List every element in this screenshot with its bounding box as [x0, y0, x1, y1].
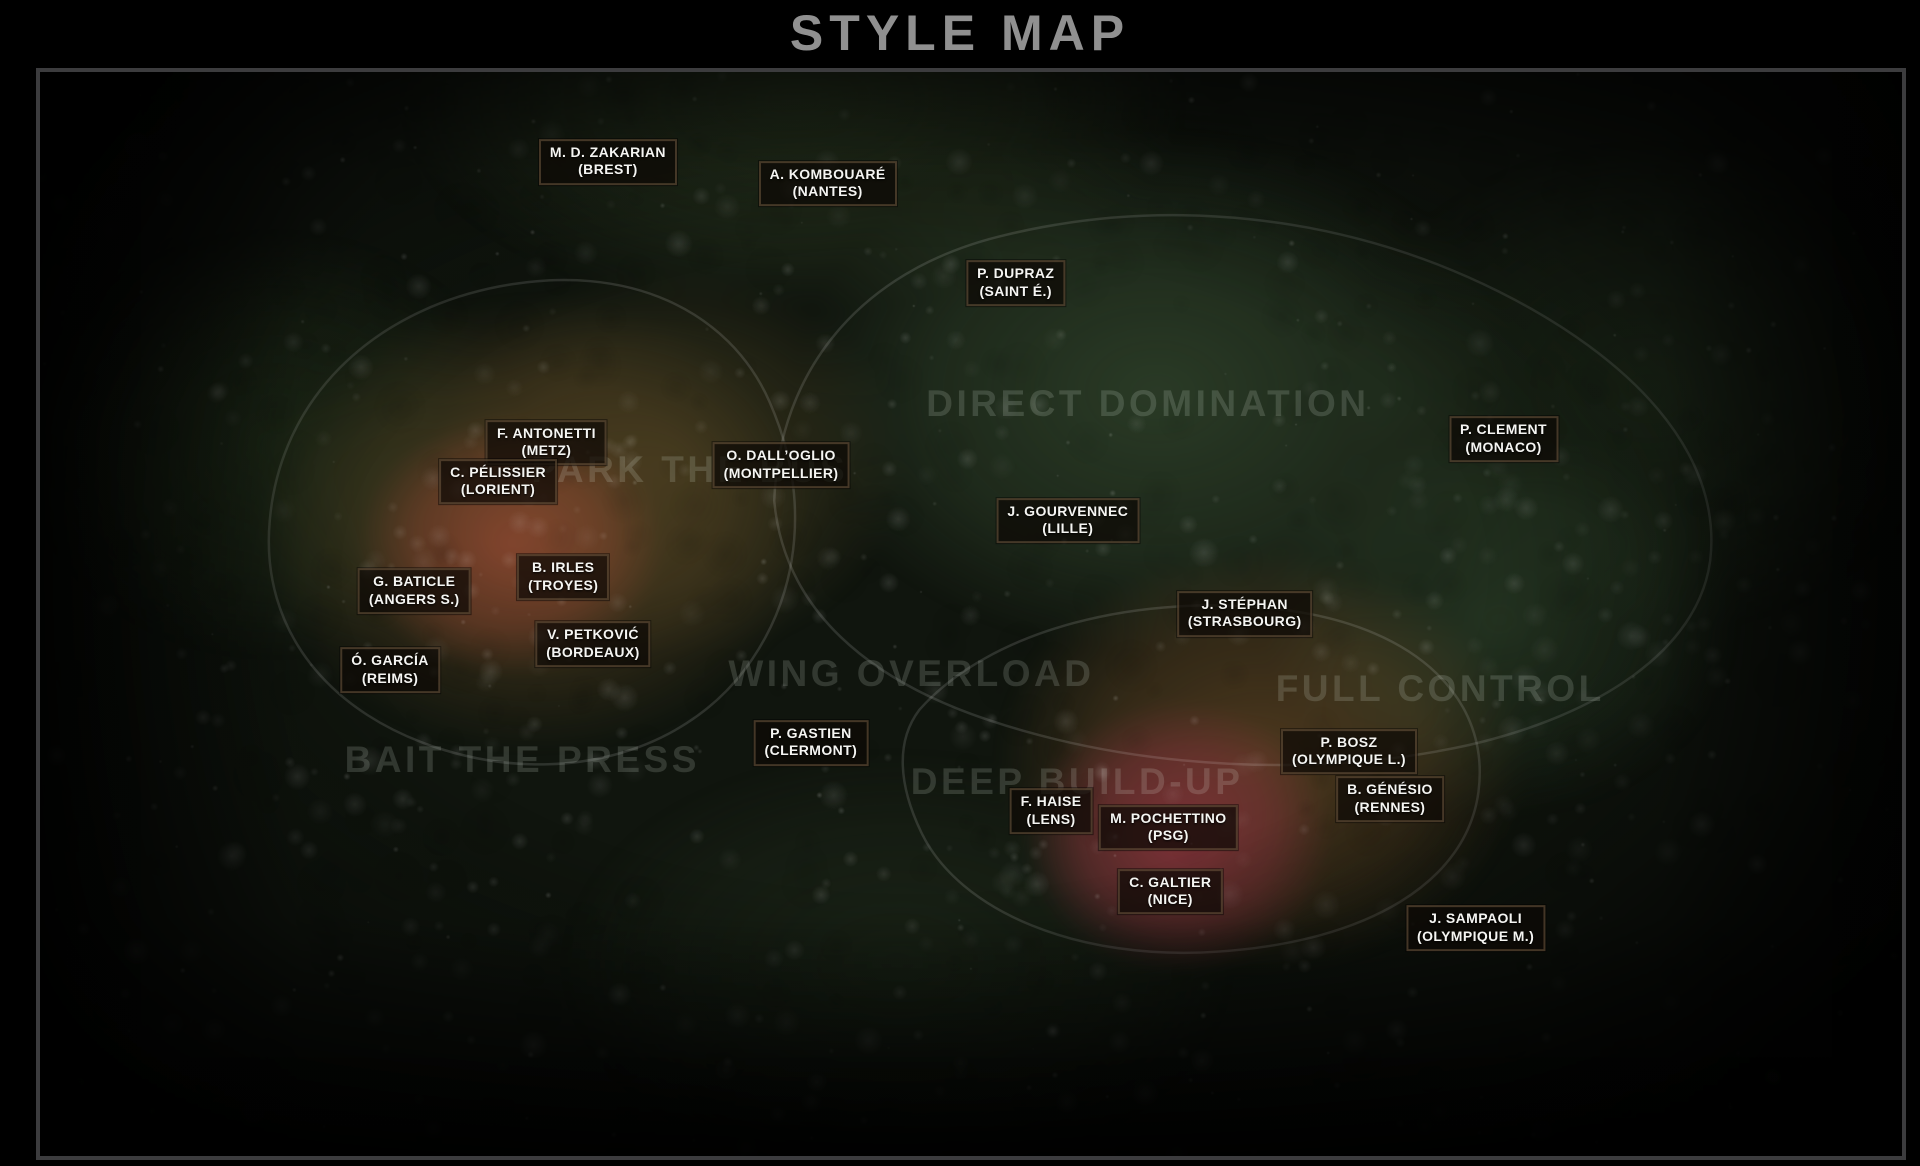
style-map-plot: DIRECT DOMINATION PARK THE BUS WING OVERLO…: [40, 72, 1902, 1156]
coach-label: P. GASTIEN (CLERMONT): [753, 720, 869, 766]
coach-name: C. GALTIER: [1129, 873, 1212, 890]
coach-label: C. GALTIER (NICE): [1118, 868, 1223, 915]
coach-name: J. STÉPHAN: [1201, 596, 1288, 613]
coach-name: P. DUPRAZ: [977, 265, 1055, 282]
region-label: DIRECT DOMINATION: [926, 382, 1370, 424]
coach-label: P. DUPRAZ (SAINT É.): [966, 260, 1066, 307]
coach-team: (BORDEAUX): [546, 643, 640, 660]
coach-name: J. SAMPAOLI: [1429, 910, 1522, 927]
coach-label: M. POCHETTINO (PSG): [1099, 804, 1238, 851]
coach-label: F. HAISE (LENS): [1009, 788, 1093, 835]
map-frame: DIRECT DOMINATION PARK THE BUS WING OVERLO…: [36, 68, 1906, 1160]
region-label: FULL CONTROL: [1275, 667, 1605, 709]
coach-label: B. IRLES (TROYES): [517, 554, 610, 600]
coach-name: B. IRLES: [532, 559, 595, 576]
coach-team: (OLYMPIQUE L.): [1291, 751, 1406, 768]
coach-team: (ANGERS S.): [368, 590, 460, 607]
coach-name: Ó. GARCÍA: [351, 652, 429, 669]
coach-team: (NANTES): [792, 183, 863, 200]
coach-name: G. BATICLE: [373, 573, 456, 590]
coach-team: (BREST): [578, 161, 638, 178]
coach-label: J. STÉPHAN (STRASBOURG): [1176, 591, 1313, 637]
coach-label: G. BATICLE (ANGERS S.): [357, 568, 471, 615]
coach-team: (PSG): [1147, 827, 1189, 844]
coach-name: J. GOURVENNEC: [1007, 502, 1129, 519]
coach-team: (METZ): [521, 442, 572, 459]
coach-label: B. GÉNÉSIO (RENNES): [1336, 776, 1444, 823]
coach-team: (MONTPELLIER): [723, 464, 839, 481]
coach-name: M. POCHETTINO: [1110, 809, 1227, 826]
coach-label: V. PETKOVIĆ (BORDEAUX): [535, 621, 651, 668]
coach-label: J. SAMPAOLI (OLYMPIQUE M.): [1406, 905, 1546, 952]
coach-label: P. CLEMENT (MONACO): [1449, 416, 1559, 463]
coach-label: O. DALL’OGLIO (MONTPELLIER): [712, 442, 850, 489]
region-label: BAIT THE PRESS: [344, 739, 700, 781]
coach-label: F. ANTONETTI (METZ): [485, 419, 607, 466]
coach-name: O. DALL’OGLIO: [726, 447, 836, 464]
coach-team: (CLERMONT): [764, 742, 858, 759]
coach-team: (OLYMPIQUE M.): [1417, 927, 1535, 944]
coach-team: (NICE): [1147, 891, 1193, 907]
page-title: STYLE MAP: [789, 5, 1131, 61]
coach-name: B. GÉNÉSIO: [1347, 781, 1433, 798]
coach-team: (LENS): [1026, 810, 1076, 827]
coach-label: Ó. GARCÍA (REIMS): [340, 647, 440, 694]
coach-name: M. D. ZAKARIAN: [549, 144, 666, 161]
coach-name: P. GASTIEN: [770, 725, 852, 742]
coach-label: A. KOMBOUARÉ (NANTES): [758, 160, 897, 207]
coach-team: (STRASBOURG): [1187, 613, 1302, 630]
coach-team: (LILLE): [1042, 520, 1094, 537]
coach-team: (LORIENT): [460, 481, 536, 498]
coach-team: (REIMS): [361, 669, 419, 686]
coach-name: P. CLEMENT: [1460, 421, 1548, 438]
coach-labels-layer: M. D. ZAKARIAN (BREST) A. KOMBOUARÉ (NANTES…: [40, 72, 1902, 1156]
coach-label: M. D. ZAKARIAN (BREST): [538, 139, 677, 185]
coach-label: C. PÉLISSIER (LORIENT): [439, 458, 557, 505]
coach-name: F. ANTONETTI: [496, 424, 596, 441]
coach-name: P. BOSZ: [1320, 733, 1378, 750]
region-label: WING OVERLOAD: [728, 652, 1095, 694]
coach-team: (MONACO): [1465, 438, 1542, 455]
coach-team: (SAINT É.): [979, 282, 1052, 299]
coach-label: J. GOURVENNEC (LILLE): [996, 497, 1140, 544]
coach-label: P. BOSZ (OLYMPIQUE L.): [1280, 728, 1417, 775]
coach-name: A. KOMBOUARÉ: [769, 165, 886, 182]
coach-team: (TROYES): [528, 576, 599, 593]
coach-name: F. HAISE: [1020, 793, 1082, 810]
coach-name: C. PÉLISSIER: [450, 463, 546, 480]
coach-name: V. PETKOVIĆ: [547, 626, 639, 643]
coach-team: (RENNES): [1354, 798, 1426, 815]
